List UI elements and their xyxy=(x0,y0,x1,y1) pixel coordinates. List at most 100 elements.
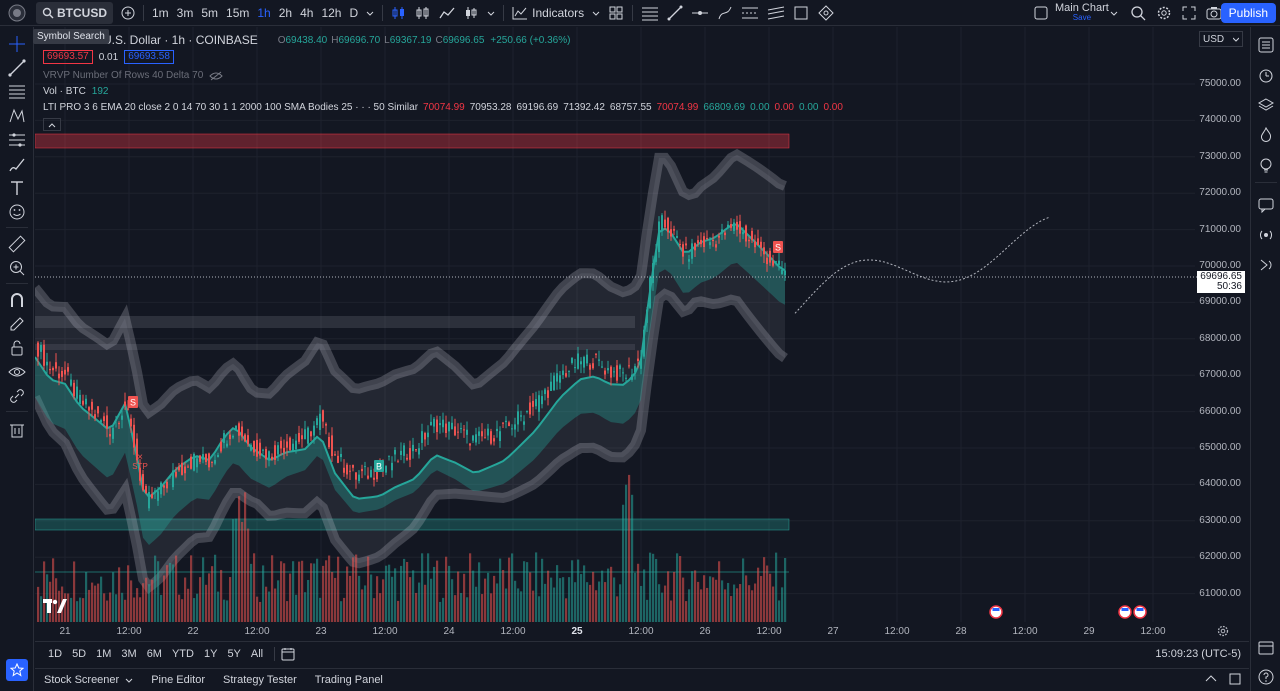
fullscreen-button[interactable] xyxy=(1178,2,1200,24)
magnet-tool[interactable] xyxy=(6,289,28,311)
prediction-tool[interactable] xyxy=(6,129,28,151)
indicators-dropdown-button[interactable] xyxy=(588,2,604,24)
lock-drawings-tool[interactable] xyxy=(6,337,28,359)
hollow-candles-button[interactable] xyxy=(459,2,483,24)
crosshair-tool[interactable] xyxy=(6,33,28,55)
candle-body xyxy=(124,401,126,406)
bid-price-button[interactable]: 69693.57 xyxy=(43,50,93,64)
tab-strategy-tester[interactable]: Strategy Tester xyxy=(223,674,297,686)
interval-dropdown-button[interactable] xyxy=(362,2,378,24)
chart-pane[interactable]: S S B × STP U.S. Dollar · 1h · COINBASE O694… xyxy=(35,27,1249,641)
range-all[interactable]: All xyxy=(250,648,264,660)
horizontal-ray-button[interactable] xyxy=(687,2,713,24)
layout-dropdown-button[interactable] xyxy=(1106,2,1122,24)
link-tool[interactable] xyxy=(6,385,28,407)
regression-channel-button[interactable] xyxy=(763,2,789,24)
watchlist-button[interactable] xyxy=(1256,35,1276,55)
quick-search-button[interactable] xyxy=(1126,2,1150,24)
layout-checkbox[interactable] xyxy=(1030,2,1052,24)
volume-bar xyxy=(421,553,424,622)
alerts-button[interactable] xyxy=(1256,65,1276,85)
range-5y[interactable]: 5Y xyxy=(227,648,241,660)
hotlists-button[interactable] xyxy=(1256,125,1276,145)
layout-name-button[interactable]: Main Chart Save xyxy=(1055,3,1109,23)
volume-bar xyxy=(292,561,295,622)
interval-1m[interactable]: 1m xyxy=(152,5,169,20)
text-tool[interactable] xyxy=(6,177,28,199)
user-avatar-icon[interactable] xyxy=(6,2,28,24)
interval-15m[interactable]: 15m xyxy=(226,5,250,20)
chats-button[interactable] xyxy=(1256,195,1276,215)
brush-tool[interactable] xyxy=(6,153,28,175)
settings-button[interactable] xyxy=(1152,2,1176,24)
volume-bar xyxy=(652,553,655,622)
range-1y[interactable]: 1Y xyxy=(203,648,218,660)
axis-settings-button[interactable] xyxy=(1217,625,1229,640)
range-6m[interactable]: 6M xyxy=(146,648,162,660)
candle-body xyxy=(229,434,231,440)
range-ytd[interactable]: YTD xyxy=(171,648,194,660)
interval-1h[interactable]: 1h xyxy=(257,5,271,20)
eye-off-icon[interactable] xyxy=(209,71,223,81)
interval-4h[interactable]: 4h xyxy=(300,5,314,20)
pattern-tool-button[interactable] xyxy=(813,2,839,24)
path-tool-button[interactable] xyxy=(713,2,737,24)
rectangle-tool-button[interactable] xyxy=(789,2,813,24)
calendar-button[interactable] xyxy=(1256,637,1276,657)
indicators-button[interactable]: Indicators xyxy=(508,2,588,24)
range-1d[interactable]: 1D xyxy=(48,648,63,660)
range-5d[interactable]: 5D xyxy=(72,648,87,660)
interval-3m[interactable]: 3m xyxy=(176,5,194,20)
compare-symbol-button[interactable] xyxy=(117,2,139,24)
emoji-tool[interactable] xyxy=(6,201,28,223)
ideas-button[interactable] xyxy=(1256,155,1276,175)
candles-style-button[interactable] xyxy=(387,2,411,24)
stay-in-drawing-tool[interactable] xyxy=(6,313,28,335)
range-1m[interactable]: 1M xyxy=(96,648,112,660)
trend-line-button[interactable] xyxy=(663,2,687,24)
symbol-search-button[interactable]: BTCUSD xyxy=(36,1,113,24)
rectangle-icon xyxy=(794,6,808,19)
interval-2h[interactable]: 2h xyxy=(278,5,293,20)
interval-5m[interactable]: 5m xyxy=(201,5,219,20)
ask-price-button[interactable]: 69693.58 xyxy=(124,50,174,64)
parallel-channel-button[interactable] xyxy=(737,2,763,24)
trend-line-tool[interactable] xyxy=(6,57,28,79)
object-tree-button[interactable] xyxy=(1256,95,1276,115)
measure-tool[interactable] xyxy=(6,233,28,255)
remove-drawings-tool[interactable] xyxy=(6,419,28,441)
range-3m[interactable]: 3M xyxy=(121,648,137,660)
chart-type-dropdown-button[interactable] xyxy=(483,2,499,24)
price-chart[interactable]: S S B ×STP xyxy=(35,27,1249,641)
horizontal-line-icon xyxy=(692,10,709,15)
line-style-button[interactable] xyxy=(435,2,459,24)
fib-retracement-button[interactable] xyxy=(637,2,663,24)
bars-style-button[interactable] xyxy=(411,2,435,24)
tab-trading-panel[interactable]: Trading Panel xyxy=(314,674,383,686)
collapse-panel-button[interactable] xyxy=(1205,673,1217,688)
notifications-button[interactable] xyxy=(1256,255,1276,275)
interval-D[interactable]: D xyxy=(349,5,359,20)
fib-tool[interactable] xyxy=(6,81,28,103)
maximize-panel-button[interactable] xyxy=(1229,673,1241,688)
currency-select[interactable]: USD xyxy=(1199,31,1243,47)
go-to-date-button[interactable] xyxy=(281,647,295,661)
help-button[interactable] xyxy=(1256,667,1276,687)
volume-bar xyxy=(448,565,451,622)
collapse-legend-button[interactable] xyxy=(43,118,61,131)
volume-bar xyxy=(73,561,76,622)
templates-button[interactable] xyxy=(604,2,628,24)
publish-button[interactable]: Publish xyxy=(1220,3,1276,23)
price-axis[interactable]: 75000.00 74000.00 73000.00 72000.00 71000.00… xyxy=(1199,27,1249,627)
zoom-tool[interactable] xyxy=(6,257,28,279)
pattern-tool[interactable] xyxy=(6,105,28,127)
candle-body xyxy=(211,461,213,463)
timezone-clock[interactable]: 15:09:23 (UTC-5) xyxy=(1155,648,1241,660)
favorites-button[interactable] xyxy=(6,659,28,681)
volume-bar xyxy=(385,565,388,622)
hide-drawings-tool[interactable] xyxy=(6,361,28,383)
tab-pine-editor[interactable]: Pine Editor xyxy=(151,674,206,686)
streams-button[interactable] xyxy=(1256,225,1276,245)
interval-12h[interactable]: 12h xyxy=(321,5,342,20)
tab-stock-screener[interactable]: Stock Screener xyxy=(35,674,142,686)
